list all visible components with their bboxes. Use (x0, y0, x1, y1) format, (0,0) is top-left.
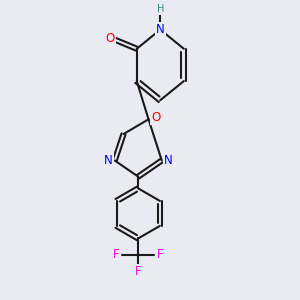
Text: O: O (151, 111, 160, 124)
Text: N: N (164, 154, 172, 167)
Text: F: F (113, 248, 119, 261)
Text: N: N (156, 23, 165, 36)
Text: F: F (135, 265, 142, 278)
Text: O: O (106, 32, 115, 45)
Text: N: N (104, 154, 112, 167)
Text: H: H (157, 4, 164, 14)
Text: F: F (157, 248, 164, 261)
